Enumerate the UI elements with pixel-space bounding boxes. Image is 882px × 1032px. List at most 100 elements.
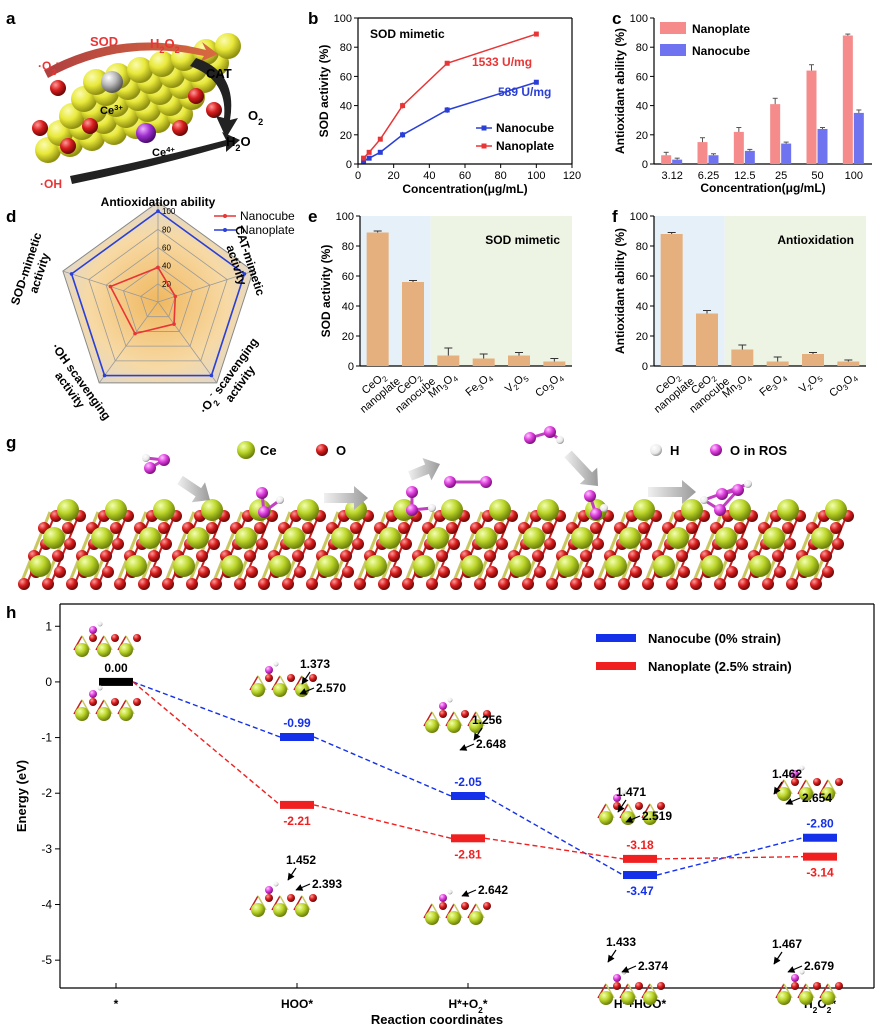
bar (733, 131, 744, 164)
y-tick-label: 0 (642, 361, 648, 373)
ros-oxygen-atom (613, 794, 621, 802)
oxygen-atom (810, 578, 822, 590)
oxygen-atom (66, 578, 78, 590)
mini-bond (279, 895, 289, 911)
oxygen-atom (542, 522, 554, 534)
ce-atom (153, 499, 175, 521)
oxygen-atom (592, 538, 604, 550)
legend-label: Nanocube (496, 121, 554, 135)
panel-e-chart: 0 20 40 60 80 100 SOD activity (%) SOD mimetic C… (319, 211, 572, 416)
mini-bond (423, 711, 433, 727)
y-axis-title: Energy (eV) (14, 760, 29, 832)
oxygen-atom (635, 802, 643, 810)
ros-oxygen-atom (406, 504, 418, 516)
bar (672, 159, 683, 164)
structure-h2o2-bottom (775, 969, 843, 1005)
oxygen-atom (791, 982, 799, 990)
radar-point (156, 265, 160, 270)
h-hoo-adsorbate (584, 490, 608, 520)
label-line: Mn3O4 (720, 370, 754, 402)
oxygen-atom (534, 566, 546, 578)
data-point (366, 149, 372, 155)
legend-label: O in ROS (730, 443, 787, 458)
oxygen-atom (688, 538, 700, 550)
panel-label-d: d (6, 207, 16, 226)
oxygen-atom (580, 550, 592, 562)
label-part: 4 (557, 374, 567, 384)
connector-line (656, 855, 804, 860)
oxygen-atom (786, 578, 798, 590)
mini-bond (597, 983, 607, 999)
oxygen-atom (666, 578, 678, 590)
legend-label: Nanoplate (692, 22, 750, 36)
oxygen-atom (438, 566, 450, 578)
radar-point (133, 331, 137, 336)
ce-atom (427, 527, 449, 549)
ce-atom (469, 719, 483, 733)
x-tick-label: 0 (355, 170, 361, 182)
mini-bond (797, 779, 807, 795)
process-arrow (177, 475, 210, 503)
oxygen-atom (486, 566, 498, 578)
mini-bond (605, 803, 615, 819)
mini-bond (73, 699, 83, 715)
bar (781, 143, 792, 164)
legend-swatch (660, 22, 686, 34)
ce-atom (379, 527, 401, 549)
ros-oxygen-atom (716, 488, 728, 500)
mini-bond (81, 635, 91, 651)
oxygen-atom (446, 522, 458, 534)
oxygen-atom (774, 566, 786, 578)
ros-oxygen-atom (265, 886, 273, 894)
bond-arrow (287, 867, 297, 881)
mini-bond (475, 711, 485, 727)
hydrogen-atom (273, 881, 279, 887)
superoxide-label: ·O2- (38, 57, 59, 77)
hydrogen-atom (621, 789, 627, 795)
ce-atom (57, 499, 79, 521)
bond-arrow (773, 951, 783, 965)
ros-oxygen-atom (439, 702, 447, 710)
panel-label-b: b (308, 9, 318, 28)
hydrogen-atom (97, 621, 103, 627)
hydrogen-atom (142, 454, 150, 462)
radar-grid-ring (122, 265, 194, 332)
oxygen-atom (484, 550, 496, 562)
ce-atom (441, 499, 463, 521)
ce-atom (127, 57, 153, 83)
ce-atom (43, 527, 65, 549)
oxygen-atom (172, 120, 188, 136)
radar-point (172, 322, 176, 326)
process-arrow (324, 486, 368, 510)
y-axis-title: SOD activity (%) (319, 245, 333, 338)
oxygen-atom (835, 982, 843, 990)
oxygen-atom (32, 120, 48, 136)
oxygen-atom (265, 894, 273, 902)
label-line: Fe3O4 (464, 370, 496, 400)
ce-atom (187, 527, 209, 549)
oxygen-atom (461, 902, 469, 910)
h2o2-adsorbate (700, 480, 752, 516)
mini-bond (431, 903, 441, 919)
ce-atom (365, 555, 387, 577)
data-point (444, 107, 450, 113)
label-part: HOO* (281, 997, 313, 1011)
data-point (533, 31, 539, 37)
bond-arrow (295, 883, 311, 891)
x-tick-label: 20 (388, 170, 400, 182)
mini-bond (257, 895, 267, 911)
oxygen-atom (282, 578, 294, 590)
label-part: 2 (674, 374, 683, 384)
oxygen-atom (613, 982, 621, 990)
bar (766, 361, 789, 366)
mini-bond (467, 711, 477, 727)
structure-ho2-top (423, 697, 491, 733)
ce-atom (537, 499, 559, 521)
oxygen-atom (390, 566, 402, 578)
energy-level (451, 792, 485, 800)
mini-bond (819, 779, 829, 795)
energy-value: -3.18 (626, 838, 654, 852)
bar (806, 70, 817, 164)
ce-atom (475, 527, 497, 549)
